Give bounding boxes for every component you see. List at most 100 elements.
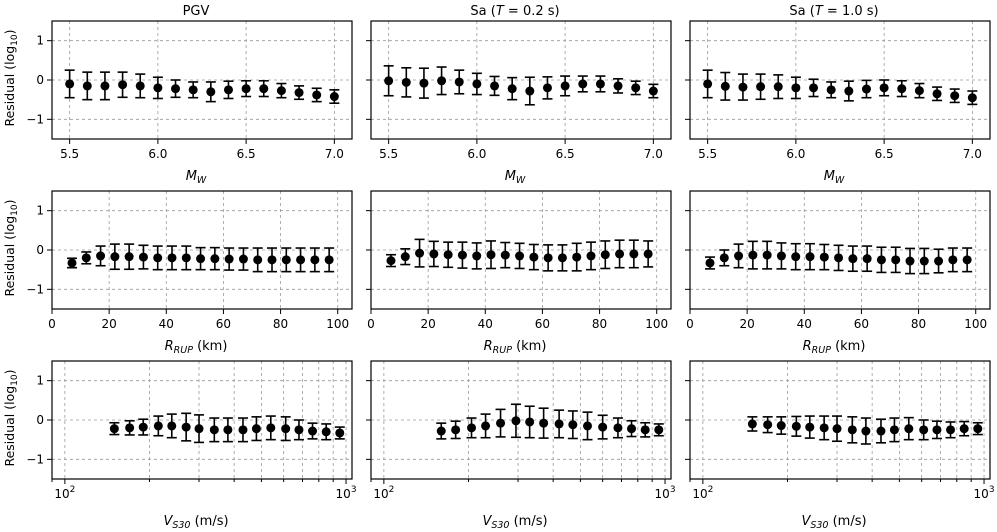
data-point [296,255,306,265]
data-point [554,419,564,429]
data-point [629,249,639,259]
data-point [934,256,944,266]
x-label-mw-2: MW [505,169,526,186]
data-point [738,82,748,92]
data-point [876,255,886,265]
x-tick-label: 0 [367,317,375,331]
data-point [776,421,786,431]
x-tick-label: 6.0 [467,147,486,161]
data-point [631,83,641,93]
data-point [583,421,593,431]
data-point [748,250,758,260]
panel-rrup-pgv: 1 0 −1 0 20 40 60 80 100 [26,190,353,331]
x-tick-label: 60 [854,317,869,331]
data-point [919,256,929,266]
y-label-row-2: Residual (log10) [2,199,20,296]
x-tick-label: 0 [48,317,56,331]
x-label-vs30-1: VS30 (m/s) [163,514,228,531]
data-point [400,252,410,262]
data-point [959,424,969,434]
data-point [897,84,907,94]
data-point [615,249,625,259]
data-point [595,79,605,89]
y-tick-label: 1 [36,374,44,388]
data-point [832,424,842,434]
data-point [542,83,552,93]
x-tick-label: 80 [592,317,607,331]
x-label-vs30-2: VS30 (m/s) [482,514,547,531]
data-point [196,254,206,264]
data-point [891,255,901,265]
x-tick-label: 6.5 [237,147,256,161]
data-point [110,252,120,262]
data-point [640,425,650,435]
panel-mw-sa02: 5.5 6.0 6.5 7.0 [366,20,672,161]
data-point [96,251,106,261]
y-tick-label: 0 [36,73,44,87]
x-label-rrup-3: RRUP (km) [803,339,866,356]
x-tick-label: 6.0 [148,147,167,161]
data-point [862,254,872,264]
data-point [809,83,819,93]
data-point [266,423,276,433]
data-point [529,252,539,262]
x-tick-label: 103 [336,485,357,501]
data-point [805,252,815,262]
data-point [791,252,801,262]
data-point [324,255,334,265]
data-point [826,85,836,95]
data-point [454,77,464,87]
data-point [791,83,801,93]
data-point [578,79,588,89]
y-tick-label: 0 [36,413,44,427]
col-title-sa10: Sa (T = 1.0 s) [789,4,878,19]
data-point [486,250,496,260]
x-tick-label: 5.5 [60,147,79,161]
data-point [451,425,461,435]
data-point [613,81,623,91]
y-tick-label: 1 [36,34,44,48]
data-point [496,418,506,428]
y-tick-label: 0 [36,243,44,257]
x-tick-label: 7.0 [644,147,663,161]
data-point [153,253,163,263]
x-tick-label: 20 [740,317,755,331]
x-label-rrup-1: RRUP (km) [165,339,228,356]
x-tick-label: 7.0 [325,147,344,161]
panel-mw-sa10: 5.5 6.0 6.5 7.0 [685,20,991,161]
data-point [773,82,783,92]
data-point [308,426,318,436]
data-point [294,425,304,435]
data-point [946,425,956,435]
panel-rrup-sa10: 0 20 40 60 80 100 [685,190,991,331]
data-point [819,423,829,433]
data-point [932,425,942,435]
data-point [223,85,233,95]
x-tick-label: 40 [478,317,493,331]
x-label-rrup-2: RRUP (km) [484,339,547,356]
data-point [210,254,220,264]
data-point [543,253,553,263]
x-tick-label: 7.0 [963,147,982,161]
x-tick-label: 60 [216,317,231,331]
data-point [861,426,871,436]
data-point [81,253,91,263]
data-point [905,256,915,266]
data-point [224,254,234,264]
x-tick-label: 40 [159,317,174,331]
data-point [467,423,477,433]
x-tick-label: 6.5 [556,147,575,161]
data-point [310,255,320,265]
x-tick-label: 100 [645,317,668,331]
data-point [598,422,608,432]
data-point [386,256,396,266]
panel-rrup-sa02: 0 20 40 60 80 100 [366,190,672,331]
data-point [932,89,942,99]
data-point [950,91,960,101]
data-point [241,84,251,94]
data-point [654,425,664,435]
data-point [844,86,854,96]
data-point [848,254,858,264]
data-point [153,421,163,431]
